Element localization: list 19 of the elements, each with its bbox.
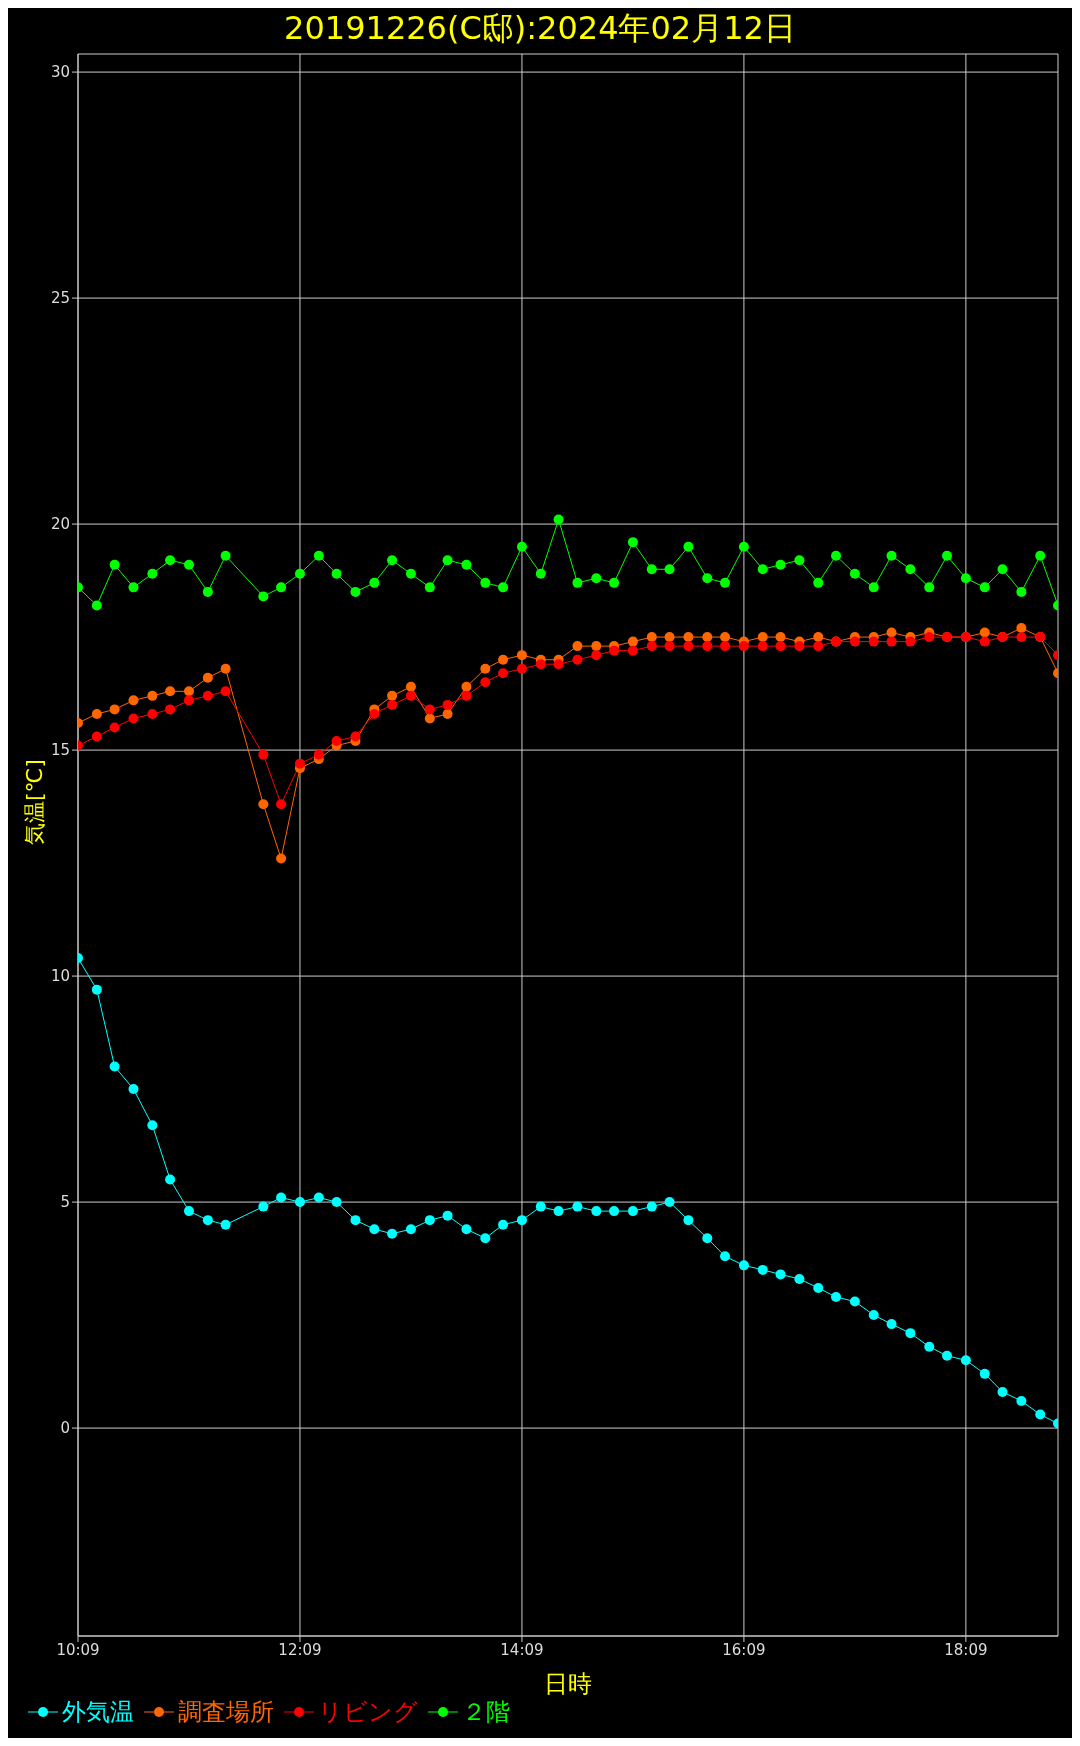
- y-tick-label: 15: [50, 741, 70, 760]
- y-tick-label: 0: [60, 1419, 70, 1438]
- legend-label: 外気温: [61, 1697, 134, 1728]
- x-tick-label: 14:09: [500, 1640, 544, 1659]
- legend-label: 調査場所: [177, 1697, 274, 1728]
- x-tick-label: 10:09: [56, 1640, 100, 1659]
- y-tick-label: 30: [50, 63, 70, 82]
- x-tick-label: 12:09: [278, 1640, 322, 1659]
- x-tick-label: 18:09: [944, 1640, 988, 1659]
- legend-label: リビング: [317, 1697, 418, 1728]
- y-axis-title: 気温[℃]: [21, 759, 47, 845]
- x-axis-title: 日時: [544, 1670, 592, 1698]
- x-tick-label: 16:09: [722, 1640, 766, 1659]
- legend-label: ２階: [461, 1697, 510, 1728]
- y-tick-label: 5: [60, 1193, 70, 1212]
- y-tick-label: 20: [50, 515, 70, 534]
- chart-title: 20191226(C邸):2024年02月12日: [283, 8, 797, 48]
- y-tick-label: 25: [50, 289, 70, 308]
- y-tick-label: 10: [50, 967, 70, 986]
